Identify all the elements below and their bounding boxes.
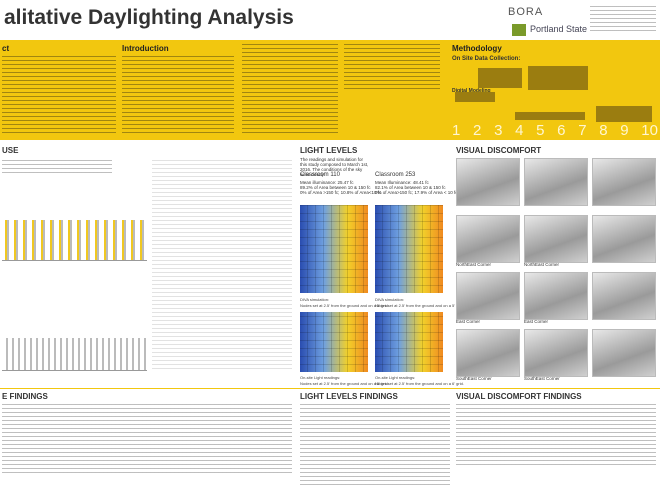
stats: Mean illuminance: 25.47 fc 89.2% of Area …	[300, 180, 381, 195]
photo-label: East Corner	[524, 319, 549, 324]
section-heading: VISUAL DISCOMFORT	[456, 146, 542, 155]
step-number: 2	[473, 122, 482, 139]
logo-mark	[512, 24, 526, 36]
photo	[456, 158, 520, 206]
step-number: 5	[536, 122, 545, 139]
section-heading: Introduction	[122, 44, 169, 53]
usage-chart	[2, 290, 147, 371]
photo	[592, 329, 656, 377]
photo	[524, 329, 588, 377]
room-label: Classroom 110	[300, 172, 340, 178]
step-number: 9	[620, 122, 629, 139]
photo-label: East Corner	[456, 319, 481, 324]
photo	[456, 272, 520, 320]
heatmap	[375, 312, 443, 372]
text-block	[456, 404, 656, 468]
step-number: 4	[515, 122, 524, 139]
caption: Nodes set at 2.5' from the ground and on…	[300, 381, 389, 386]
text-block	[152, 160, 292, 370]
photo-label: SouthEast Corner	[524, 376, 560, 381]
step-number: 7	[578, 122, 587, 139]
paragraph: The readings and simulation for this stu…	[300, 157, 369, 177]
method-box	[528, 66, 588, 90]
method-box	[455, 92, 495, 102]
text-block	[122, 56, 234, 136]
stat-line: Mean Illuminance: 48.41 fc	[375, 180, 429, 185]
text-block	[2, 56, 116, 136]
text-block	[344, 44, 440, 90]
heatmap	[375, 205, 443, 293]
method-box	[596, 106, 652, 122]
text-block	[300, 404, 450, 488]
poster-title: alitative Daylighting Analysis	[4, 6, 294, 29]
photo	[456, 215, 520, 263]
stat-line: Mean illuminance: 25.47 fc	[300, 180, 354, 185]
section-heading: LIGHT LEVELS FINDINGS	[300, 392, 398, 401]
method-box	[478, 68, 522, 88]
step-number: 10	[641, 122, 658, 139]
photo	[524, 272, 588, 320]
caption: DIVA simulation:	[375, 297, 405, 302]
stat-line: 0% of Area >150 fc; 10.8% of Area<10 fc	[300, 190, 382, 195]
caption: On-site Light readings:	[300, 375, 341, 380]
stat-line: 0% of Area>150 fc; 17.9% of Area < 10 fc	[375, 190, 458, 195]
logo-text: Portland State	[530, 24, 588, 34]
step-number: 3	[494, 122, 503, 139]
text-block	[2, 404, 292, 474]
caption: DIVA simulation:	[300, 297, 330, 302]
text-block	[590, 6, 656, 34]
photo	[592, 215, 656, 263]
stat-line: 82.1% of Area between 10 & 150 fc	[375, 185, 446, 190]
photo	[592, 158, 656, 206]
section-heading: E FINDINGS	[2, 392, 48, 401]
caption: Nodes set at 2.5' from the ground and on…	[300, 303, 389, 308]
sub-heading: Digital Modeling	[452, 88, 491, 94]
caption: Nodes set at 2.5' from the ground and on…	[375, 303, 464, 308]
section-heading: Methodology	[452, 44, 502, 53]
photo	[524, 158, 588, 206]
photo-label: NorthEast Corner	[524, 262, 560, 267]
photo	[524, 215, 588, 263]
stat-line: 89.2% of Area between 10 & 150 fc	[300, 185, 371, 190]
usage-chart	[2, 180, 147, 261]
step-number: 8	[599, 122, 608, 139]
divider	[0, 388, 660, 389]
method-box	[515, 112, 585, 120]
section-heading: VISUAL DISCOMFORT FINDINGS	[456, 392, 582, 401]
logo-text: BORA	[508, 6, 544, 18]
steps: 1 2 3 4 5 6 7 8 9 10	[452, 122, 658, 139]
text-block	[2, 160, 112, 176]
step-number: 6	[557, 122, 566, 139]
sub-heading: On Site Data Collection:	[452, 56, 521, 62]
photo	[456, 329, 520, 377]
text-block	[242, 44, 338, 136]
caption: On-site Light readings:	[375, 375, 416, 380]
photo-label: SouthEast Corner	[456, 376, 492, 381]
heatmap	[300, 205, 368, 293]
section-heading: USE	[2, 146, 19, 155]
stats: Mean Illuminance: 48.41 fc 82.1% of Area …	[375, 180, 458, 195]
section-heading: ct	[2, 44, 10, 53]
section-heading: LIGHT LEVELS	[300, 146, 358, 155]
heatmap	[300, 312, 368, 372]
photo-label: NorthEast Corner	[456, 262, 492, 267]
caption: Nodes set at 2.5' from the ground and on…	[375, 381, 464, 386]
step-number: 1	[452, 122, 461, 139]
photo	[592, 272, 656, 320]
room-label: Classroom 253	[375, 172, 416, 178]
